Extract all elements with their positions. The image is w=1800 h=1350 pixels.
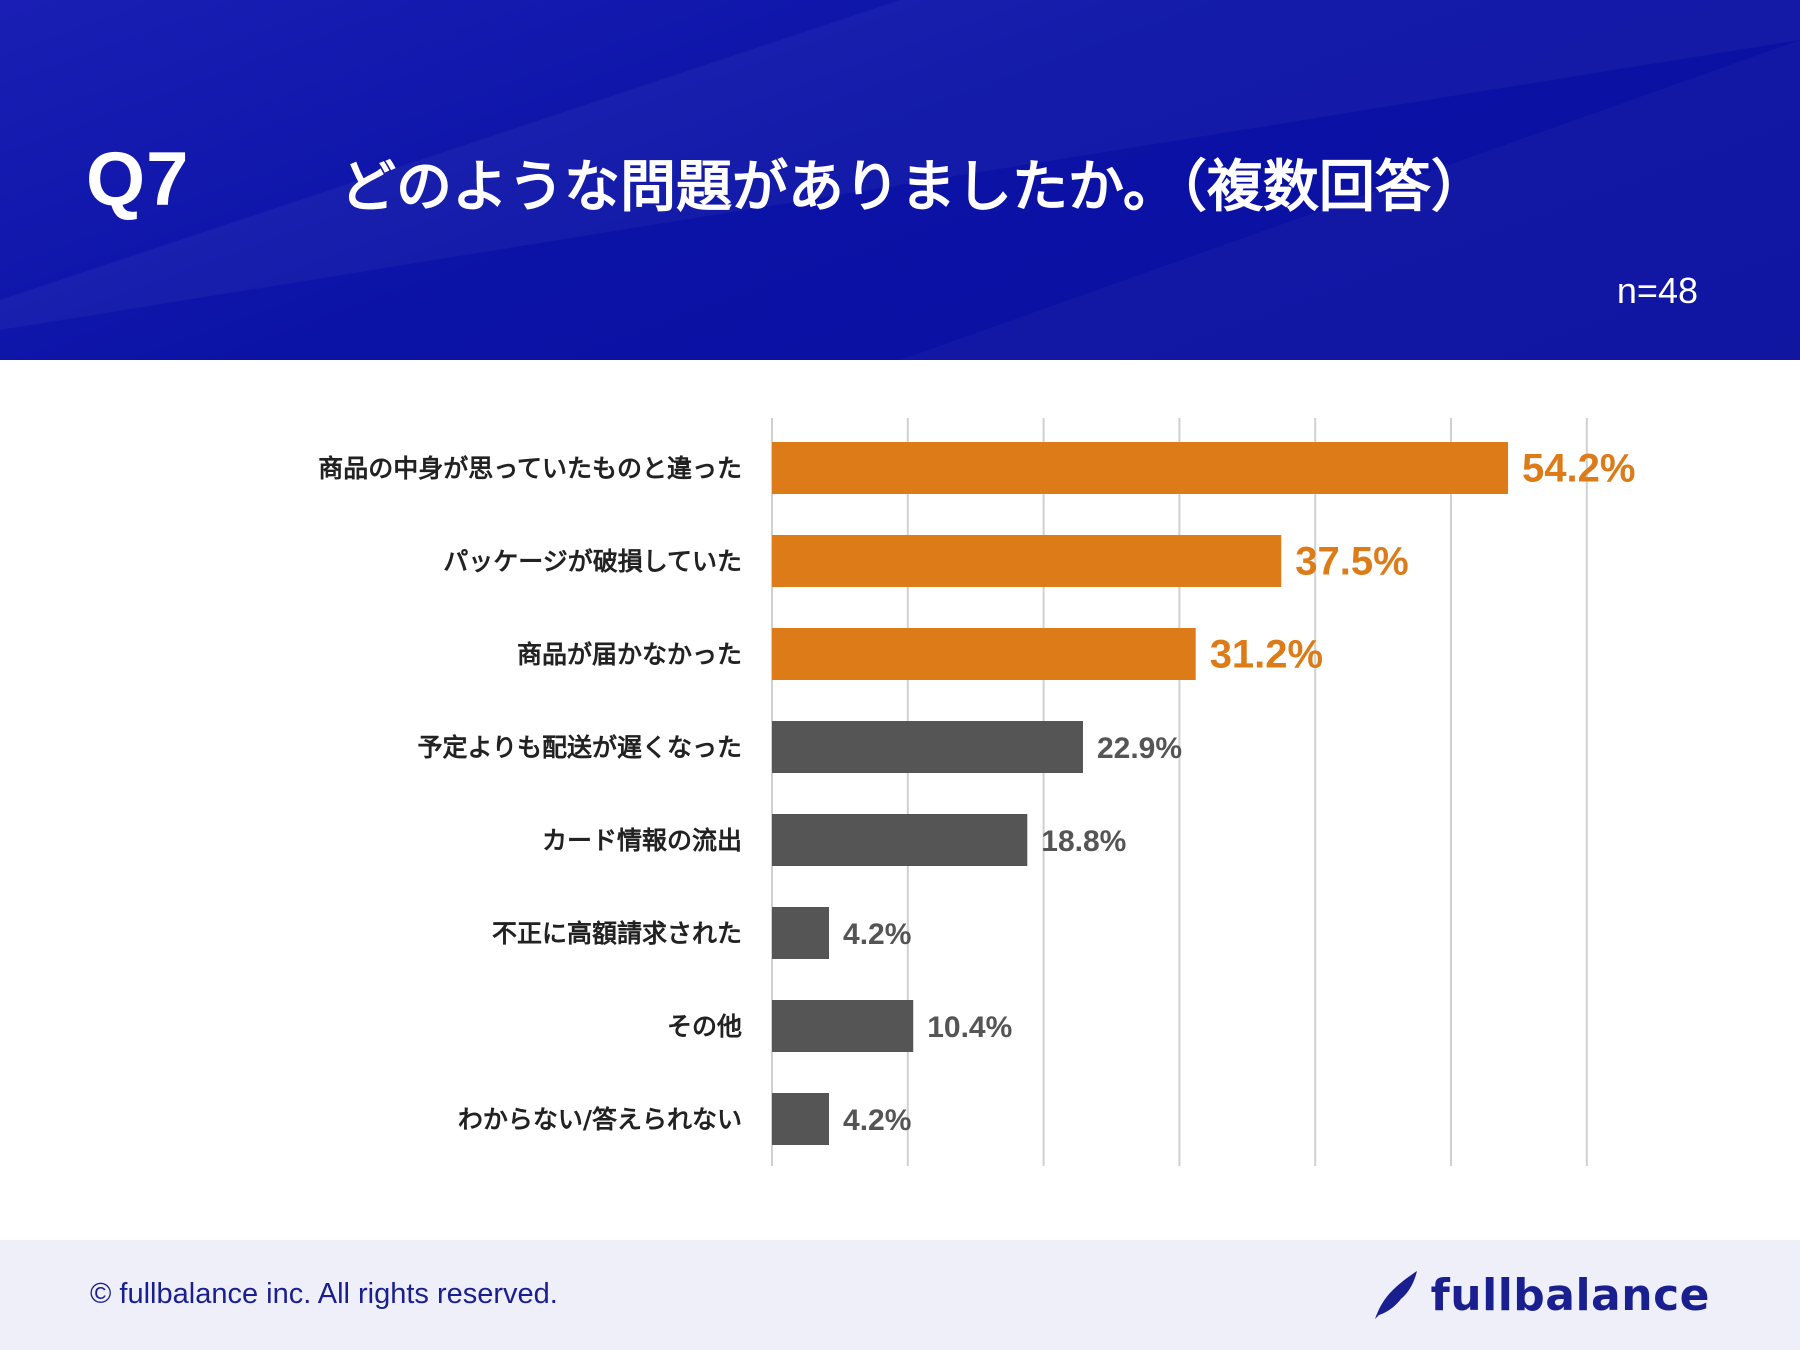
value-label: 37.5% xyxy=(1295,540,1408,584)
value-label: 54.2% xyxy=(1522,447,1635,491)
bar xyxy=(772,1093,830,1145)
value-label: 10.4% xyxy=(927,1011,1012,1044)
header-decoration xyxy=(0,0,1800,330)
value-label: 4.2% xyxy=(843,1104,911,1137)
category-label: 商品が届かなかった xyxy=(517,640,742,669)
feather-icon xyxy=(1374,1271,1417,1319)
bar xyxy=(772,535,1282,587)
chart-area: 商品の中身が思っていたものと違った 54.2% パッケージが破損していた 37.5% 商… xyxy=(0,360,1800,1240)
bar-chart: 商品の中身が思っていたものと違った 54.2% パッケージが破損していた 37.5% 商… xyxy=(318,418,1635,1166)
page-title: どのような問題がありましたか。（複数回答） xyxy=(340,155,1487,220)
brand-logo: fullbalance xyxy=(1371,1262,1710,1328)
bar xyxy=(772,907,830,959)
bar xyxy=(772,814,1028,866)
sample-size-label: n=48 xyxy=(1616,270,1698,311)
category-label: その他 xyxy=(667,1012,742,1041)
category-label: わからない/答えられない xyxy=(458,1105,742,1134)
value-label: 31.2% xyxy=(1210,633,1323,677)
category-label: カード情報の流出 xyxy=(542,826,742,855)
footer: © fullbalance inc. All rights reserved. … xyxy=(0,1240,1800,1350)
bar xyxy=(772,721,1083,773)
bar xyxy=(772,1000,914,1052)
category-label: 商品の中身が思っていたものと違った xyxy=(318,454,742,483)
bar xyxy=(772,442,1509,494)
category-label: パッケージが破損していた xyxy=(443,547,742,576)
bar xyxy=(772,628,1196,680)
value-label: 18.8% xyxy=(1041,825,1126,858)
category-label: 予定よりも配送が遅くなった xyxy=(417,733,742,762)
header-banner: Q7 どのような問題がありましたか。（複数回答） n=48 xyxy=(0,0,1800,360)
copyright-text: © fullbalance inc. All rights reserved. xyxy=(90,1278,558,1310)
category-label: 不正に高額請求された xyxy=(492,919,742,948)
value-label: 4.2% xyxy=(843,918,911,951)
question-number: Q7 xyxy=(86,137,190,222)
brand-name: fullbalance xyxy=(1430,1269,1710,1321)
value-label: 22.9% xyxy=(1097,732,1182,765)
